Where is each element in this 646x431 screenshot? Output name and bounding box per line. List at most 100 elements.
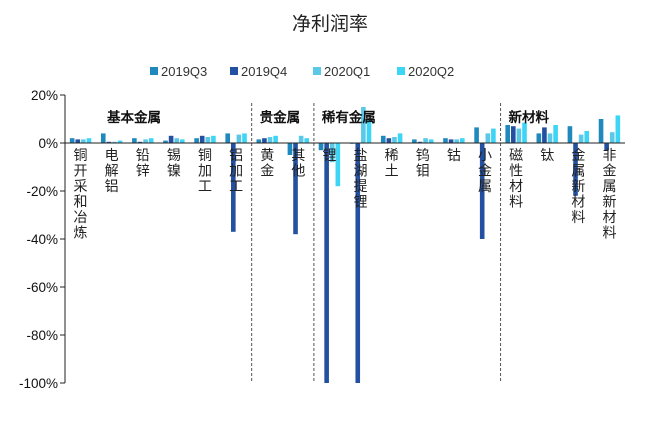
bar [242, 133, 247, 143]
category-label: 小金属 [478, 148, 492, 195]
bar [143, 139, 148, 143]
bar [609, 132, 615, 143]
bar [225, 133, 231, 143]
category-label: 盐湖提锂 [354, 148, 368, 211]
y-tick-label: -60% [26, 280, 58, 295]
group-label: 新材料 [509, 109, 550, 126]
bar [335, 143, 341, 187]
y-tick-label: -40% [26, 232, 58, 247]
category-label: 铝加工 [229, 148, 243, 195]
bar [293, 143, 298, 235]
bar [448, 139, 454, 143]
bar [100, 133, 106, 143]
bar [298, 135, 304, 143]
bar [428, 139, 434, 143]
bar [174, 138, 179, 143]
bar [329, 143, 335, 163]
bar [567, 126, 573, 143]
bar [573, 143, 578, 196]
bar [366, 119, 372, 143]
bar [148, 138, 154, 143]
y-tick-label: -20% [26, 184, 58, 199]
bar [361, 107, 366, 143]
bar [536, 133, 542, 143]
bar [454, 139, 459, 143]
bars [69, 107, 621, 383]
legend-swatch [230, 67, 238, 75]
group-separators [251, 103, 502, 383]
category-label: 稀土 [385, 148, 399, 180]
bar [380, 135, 386, 143]
bar [547, 133, 553, 143]
bar [69, 138, 75, 143]
bar [511, 126, 516, 143]
legend-swatch [397, 67, 405, 75]
legend-swatch [150, 67, 158, 75]
bar [598, 119, 604, 143]
bar [474, 127, 479, 143]
bar [137, 141, 143, 143]
category-label: 其他 [291, 148, 305, 180]
bar [106, 141, 112, 143]
bar [604, 143, 609, 151]
category-label: 金属新材料 [571, 148, 585, 226]
bar [262, 138, 267, 143]
group-label: 稀有金属 [322, 109, 376, 126]
y-tick-label: 20% [31, 88, 58, 103]
bar [392, 137, 397, 143]
chart-title: 净利润率 [292, 13, 368, 35]
y-axis: 20% 0% -20% -40% -60% -80% -100% [19, 88, 66, 391]
bar [423, 138, 428, 143]
group-label: 贵金属 [260, 109, 301, 126]
bar [117, 140, 123, 143]
bar [491, 128, 496, 143]
bar [199, 135, 205, 143]
legend-label: 2019Q4 [241, 64, 287, 79]
bar [168, 135, 174, 143]
category-label: 非金属新材料 [602, 148, 616, 242]
bar [355, 143, 361, 383]
bar [443, 138, 448, 143]
legend-label: 2020Q2 [408, 64, 454, 79]
bar [522, 122, 527, 143]
legend-swatch [313, 67, 321, 75]
bar [485, 133, 491, 143]
category-label: 磁性材料 [509, 148, 523, 211]
bar [205, 137, 211, 143]
category-label: 电解铝 [105, 148, 119, 195]
bar [86, 138, 92, 143]
bar [236, 134, 242, 143]
legend: 2019Q3 2019Q4 2020Q1 2020Q2 [150, 64, 454, 79]
bar [542, 127, 547, 143]
bar [553, 125, 558, 143]
category-label: 锡镍 [167, 148, 181, 180]
bar [318, 143, 324, 151]
bar [479, 143, 485, 239]
category-label: 黄金 [260, 147, 274, 180]
y-tick-label: 0% [38, 136, 58, 151]
category-label: 铜开采和冶炼 [74, 148, 88, 242]
bar [179, 139, 185, 143]
bar [163, 140, 168, 143]
bar [578, 134, 584, 143]
y-tick-label: -100% [19, 376, 58, 391]
bar [615, 115, 621, 143]
bar [505, 125, 511, 143]
bar [273, 135, 278, 143]
group-labels: 基本金属 贵金属 稀有金属 新材料 [107, 109, 550, 126]
y-tick-label: -80% [26, 328, 58, 343]
bar [412, 139, 417, 143]
bar [417, 141, 423, 143]
bar [75, 139, 81, 143]
bar [81, 139, 86, 143]
bar [256, 139, 262, 143]
bar [132, 138, 137, 143]
bar [516, 128, 522, 143]
bar [304, 138, 310, 143]
category-label: 铅锌 [136, 148, 150, 180]
category-label: 钨钼 [416, 148, 430, 180]
category-label: 铜加工 [198, 148, 212, 195]
bar [287, 143, 293, 155]
